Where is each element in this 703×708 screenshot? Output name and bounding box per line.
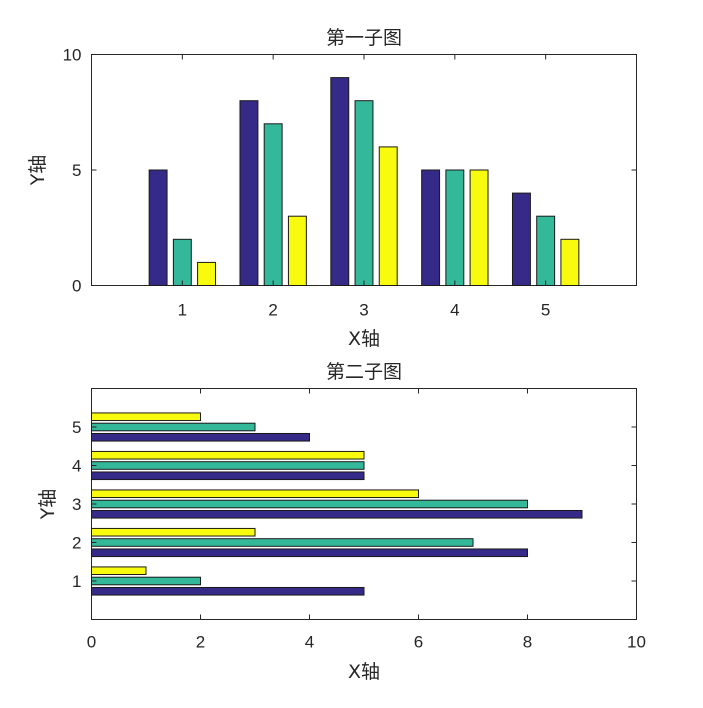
subplot-2-title: 第二子图: [326, 361, 402, 383]
hbar-3-cat-3: [91, 489, 419, 499]
x-tick-label: 6: [414, 633, 423, 652]
hbar-3-cat-1: [91, 566, 147, 576]
hbar-1-cat-4: [91, 471, 365, 481]
subplot-2-bars: [91, 412, 583, 596]
y-tick-label: 1: [72, 572, 81, 591]
x-tick-label: 4: [305, 633, 314, 652]
hbar-2-cat-2: [91, 538, 474, 547]
bar-2-cat-1: [172, 238, 192, 287]
y-tick-label: 3: [72, 495, 81, 514]
x-tick-label: 0: [87, 633, 96, 652]
bar-3-cat-3: [378, 146, 398, 286]
x-tick-label: 8: [523, 633, 532, 652]
subplot-1: 第一子图 1 2 3 4 5 0 5 10 X轴 Y轴: [27, 27, 637, 350]
x-tick-label: 2: [268, 301, 277, 320]
hbar-2-cat-1: [91, 576, 201, 586]
subplot-2-x-label: X轴: [348, 661, 380, 683]
bar-3-cat-1: [197, 261, 217, 286]
y-tick-label: 5: [72, 161, 81, 180]
bar-2-cat-2: [263, 123, 283, 286]
x-tick-label: 5: [541, 301, 550, 320]
bar-3-cat-4: [469, 169, 489, 286]
y-tick-label: 5: [72, 418, 81, 437]
bar-1-cat-5: [511, 192, 531, 287]
hbar-2-cat-4: [91, 461, 365, 470]
subplot-2-x-ticks: 0 2 4 6 8 10: [87, 388, 646, 652]
subplot-1-x-label: X轴: [348, 328, 380, 350]
bar-2-cat-4: [445, 169, 465, 286]
hbar-1-cat-1: [91, 586, 365, 596]
x-tick-label: 1: [178, 301, 187, 320]
subplot-2-y-label: Y轴: [37, 489, 59, 521]
hbar-2-cat-3: [91, 499, 528, 509]
bar-1-cat-4: [421, 169, 441, 286]
bar-1-cat-3: [330, 77, 350, 286]
x-tick-label: 3: [359, 301, 368, 320]
hbar-3-cat-5: [91, 412, 201, 422]
x-tick-label: 4: [450, 301, 459, 320]
bar-2-cat-5: [536, 215, 556, 286]
subplot-1-title: 第一子图: [326, 27, 402, 49]
hbar-3-cat-4: [91, 450, 365, 460]
hbar-1-cat-5: [91, 432, 310, 442]
x-tick-label: 10: [627, 633, 646, 652]
hbar-1-cat-2: [91, 548, 528, 558]
bar-3-cat-5: [560, 238, 580, 287]
subplot-1-x-ticks: 1 2 3 4 5: [178, 54, 550, 320]
x-tick-label: 2: [196, 633, 205, 652]
hbar-2-cat-5: [91, 422, 256, 432]
y-tick-label: 4: [72, 457, 81, 476]
hbar-1-cat-3: [91, 509, 583, 519]
y-tick-label: 10: [63, 46, 82, 65]
bar-3-cat-2: [287, 215, 307, 286]
subplot-1-y-ticks: 0 5 10: [63, 46, 637, 296]
y-tick-label: 2: [72, 534, 81, 553]
subplot-1-y-label: Y轴: [27, 155, 49, 187]
bar-1-cat-1: [148, 169, 168, 286]
bar-2-cat-3: [354, 100, 374, 286]
subplot-2-y-ticks: 1 2 3 4 5: [72, 418, 637, 591]
subplot-1-bars: [148, 77, 580, 287]
hbar-3-cat-2: [91, 527, 256, 537]
y-tick-label: 0: [72, 277, 81, 296]
bar-1-cat-2: [239, 100, 259, 286]
